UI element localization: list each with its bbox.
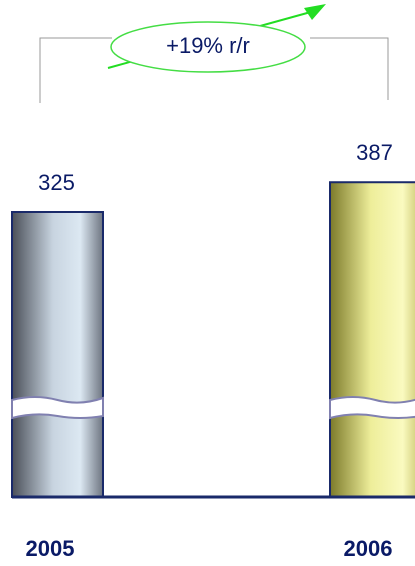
bracket <box>39 37 389 103</box>
value-label: 387 <box>356 140 393 165</box>
bar <box>329 181 415 499</box>
annotation: +19% r/r <box>166 33 250 58</box>
bar <box>11 211 104 498</box>
arrow-head <box>304 4 326 20</box>
value-label: 325 <box>38 170 75 195</box>
axis-break <box>329 396 415 420</box>
plot <box>11 181 415 499</box>
axis-break <box>11 396 104 420</box>
x-tick-label: 2006 <box>344 536 393 561</box>
x-tick-label: 2005 <box>26 536 75 561</box>
annotation-bubble <box>110 21 306 73</box>
